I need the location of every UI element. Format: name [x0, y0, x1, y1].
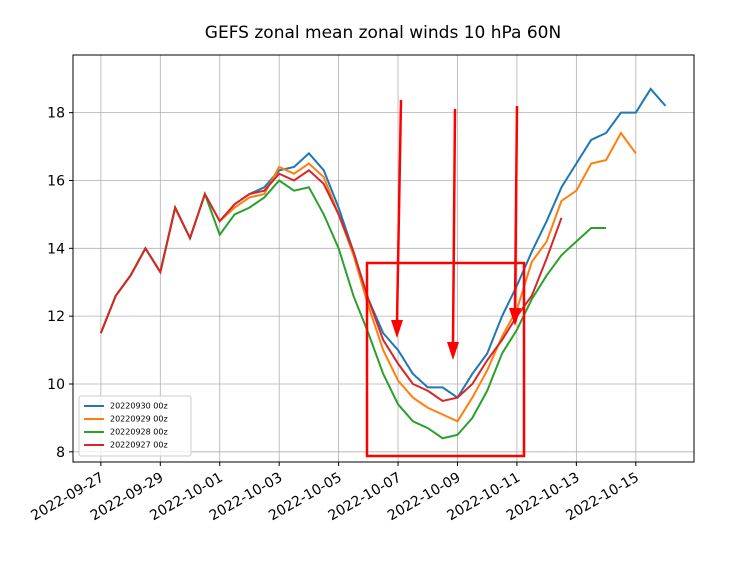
- series-line: [99, 169, 563, 403]
- legend-label: 20220927 00z: [110, 441, 168, 450]
- y-tick-label: 12: [47, 309, 65, 325]
- highlight-box: [365, 261, 526, 458]
- legend-label: 20220929 00z: [110, 415, 168, 424]
- arrow-head: [447, 342, 459, 360]
- legend: 20220930 00z 20220929 00z 20220928 00z 2022…: [78, 395, 192, 457]
- legend-label: 20220930 00z: [110, 402, 168, 411]
- arrow: [513, 105, 519, 311]
- chart-title: GEFS zonal mean zonal winds 10 hPa 60N: [205, 23, 561, 43]
- lines: [99, 87, 667, 440]
- arrow-head: [391, 320, 403, 338]
- y-tick-label: 8: [56, 445, 65, 461]
- arrow: [395, 99, 403, 323]
- grid: [73, 55, 694, 462]
- y-tick-label: 18: [47, 106, 65, 122]
- legend-box: [78, 395, 192, 457]
- axes-frame: [72, 54, 695, 463]
- series-line: [99, 131, 637, 423]
- y-tick-label: 10: [47, 377, 65, 393]
- y-tick-label: 16: [47, 173, 65, 189]
- arrow: [451, 108, 457, 345]
- y-tick-label: 14: [47, 241, 65, 257]
- legend-label: 20220928 00z: [110, 428, 168, 437]
- arrow-head: [509, 308, 521, 326]
- annotations: [365, 99, 526, 458]
